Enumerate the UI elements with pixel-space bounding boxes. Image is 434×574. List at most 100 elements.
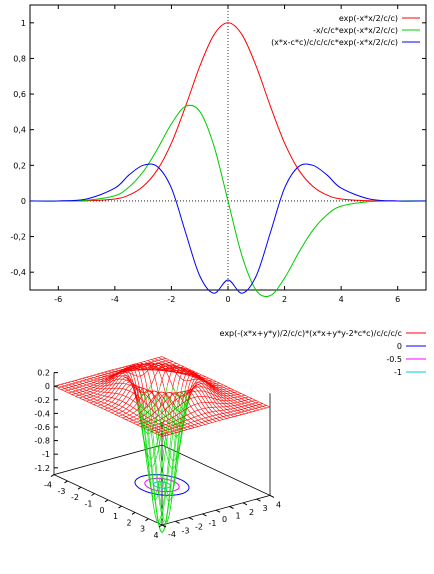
x-tick-label: -6 [54,295,62,304]
mesh-line-y-25-0 [143,398,253,429]
x-tick-label: -1 [85,500,93,509]
mesh-line-y-19-1 [165,399,190,437]
mesh-line-y-2-0 [61,359,170,390]
mesh-line-y-30-0 [161,406,271,437]
series-line-3 [29,163,427,294]
mesh-line-y-15-1 [143,387,183,534]
mesh-line-y-14-2 [177,368,213,385]
mesh-line-y-5-0 [71,364,181,395]
y-tick-label: 1 [236,512,241,521]
mesh-line-x-17-0 [115,363,154,396]
z-tick-label: -0.6 [34,423,50,432]
mesh-line-y-20-0 [125,391,175,420]
x-tick [131,511,136,515]
x-tick-label: -3 [58,487,66,496]
legend-label-3: -0.5 [386,355,402,364]
y-tick-label: -2 [195,523,203,532]
legend-label-2: -x/c/c*exp(-x*x/2/c/c) [313,26,398,35]
x-tick [158,524,163,528]
mesh-line-x-19-1 [165,393,190,427]
mesh-line-y-4-0 [68,363,177,394]
z-tick-label: -1 [42,450,50,459]
mesh-line-y-10-0 [89,374,139,404]
legend-label-3: (x*x-c*c)/c/c/c/c*exp(-x*x/2/c/c) [271,38,398,47]
mesh-line-y-24-0 [140,396,249,427]
y-tick-label: -0,2 [10,233,26,242]
legend-label-2: 0 [397,342,402,351]
x-tick-label: 0 [225,295,230,304]
series-line-2 [29,104,427,298]
mesh-line-y-29-0 [158,405,267,436]
mesh-line-y-28-0 [154,403,263,434]
y-tick [161,524,167,528]
mesh-line-y-8-0 [82,362,191,400]
y-tick-label: 2 [249,508,254,517]
y-tick [229,506,234,509]
x-tick-label: 0 [99,506,104,515]
z-tick-label: -1.2 [34,464,50,473]
mesh-line-y-16-0 [111,386,148,414]
mesh-line-y-15-0 [107,385,145,412]
mesh-line-x-2-0 [61,383,170,435]
mesh-line-y-20-2 [186,380,235,402]
x-tick-label: 1 [113,512,118,521]
x-tick-label: 4 [153,531,158,540]
mesh-line-x-0-0 [53,385,163,437]
x-tick-label: 2 [126,518,131,527]
x-tick-label: 4 [339,295,344,304]
y-tick [269,494,275,498]
mesh-line-x-14-1 [140,393,179,525]
mesh-line-y-18-1 [158,395,190,470]
mesh-line-y-26-0 [147,400,256,431]
mesh-line-x-29-0 [158,357,267,409]
legend-label-4: -1 [394,368,402,377]
x-tick-label: -4 [111,295,119,304]
surface-mesh [53,356,271,534]
x-tick [145,518,149,522]
mesh-line-x-16-1 [147,391,186,523]
y-tick-label: 3 [263,504,268,513]
mesh-line-y-0-0 [53,356,163,387]
y-tick-label: 0,4 [13,126,26,135]
x-tick [64,480,68,484]
y-tick [215,509,221,513]
x-tick-label: -2 [167,295,175,304]
mesh-line-x-15-1 [143,394,183,534]
x-tick-label: 2 [282,295,287,304]
mesh-line-y-23-0 [136,390,245,426]
y-tick [188,517,194,521]
axis-ticks: -6 -4 -2 0 2 4 6 -0,4 -0,2 0 0,2 0,4 0,6 0,8 1 [10,5,426,304]
mesh-line-y-9-0 [86,363,195,402]
mesh-line-y-11-1 [136,386,161,424]
mesh-line-x-20-0 [125,363,175,391]
y-tick-label: 0 [21,197,26,206]
legend: exp(-x*x/2/c/c) -x/c/c*exp(-x*x/2/c/c) (x*… [271,14,420,47]
y-tick [202,513,207,517]
mesh-line-y-20-1 [174,401,188,412]
y-tick-label: -3 [182,526,190,535]
x-tick [104,499,109,503]
y-tick-label: 0,8 [13,54,26,63]
x-tick-label: -2 [71,493,79,502]
z-tick-label: -0.4 [34,409,50,418]
y-tick-label: -0,4 [10,268,26,277]
mesh-line-y-19-0 [122,390,166,419]
y-tick-label: -4 [168,530,176,539]
x-tick [50,474,55,478]
mesh-line-y-11-0 [93,377,138,405]
legend: exp(-(x*x+y*y)/2/c/c)*(x*x+y*y-2*c*c)/c/… [220,329,426,377]
mesh-line-x-20-1 [174,390,188,399]
mesh-line-y-22-0 [133,386,242,424]
y-tick-label: 0,6 [13,90,26,99]
mesh-line-y-19-2 [188,378,231,400]
z-tick-label: 0.2 [37,369,50,378]
x-tick-label: 3 [140,525,145,534]
y-tick [242,502,248,506]
y-tick-label: 0,2 [13,161,26,170]
surface-chart: 0.20-0.2-0.4-0.6-0.8-1-1.2-4-3-2-101234-… [34,329,426,540]
series-lines [29,22,427,298]
mesh-line-y-27-0 [151,401,260,432]
zero-axes [30,5,426,290]
y-tick [256,498,261,502]
